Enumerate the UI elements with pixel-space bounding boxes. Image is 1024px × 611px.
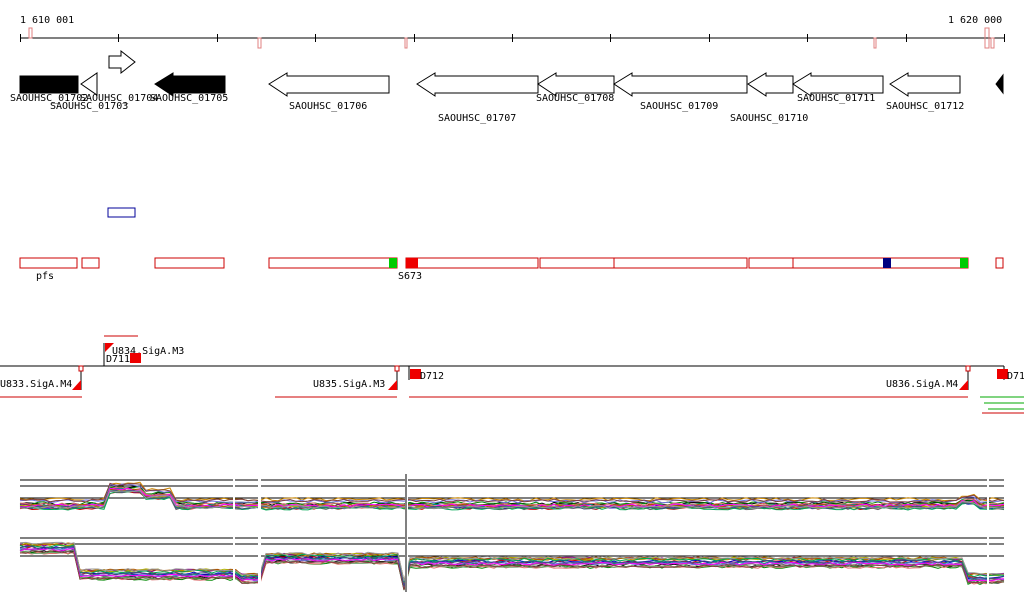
terminator-label-d71: D71 xyxy=(1007,371,1024,382)
gene-label-01703: SAOUHSC_01703 xyxy=(50,101,128,112)
gene-label-01707: SAOUHSC_01707 xyxy=(438,113,516,124)
gene-label-01708: SAOUHSC_01708 xyxy=(536,93,614,104)
promoter-track[interactable]: U834.SigA.M3 D711 U833.SigA.M4 U835.SigA… xyxy=(0,335,1024,414)
terminator-label-d711: D711 xyxy=(106,354,130,365)
expression-line xyxy=(19,483,1005,504)
terminator-label-d712: D712 xyxy=(420,371,444,382)
expression-track-reverse[interactable] xyxy=(19,537,1005,591)
gene-label-01706: SAOUHSC_01706 xyxy=(289,101,367,112)
gene-label-01710: SAOUHSC_01710 xyxy=(730,113,808,124)
gene-arrow-01704[interactable] xyxy=(108,49,136,75)
gene-arrow-01702[interactable] xyxy=(19,75,79,94)
ruler-ticks xyxy=(20,34,1005,42)
expression-line xyxy=(19,490,1005,511)
region-box[interactable] xyxy=(539,257,615,269)
promoter-label-u833: U833.SigA.M4 xyxy=(0,379,72,390)
gene-label-01712: SAOUHSC_01712 xyxy=(886,101,964,112)
region-box[interactable] xyxy=(995,257,1004,269)
gene-arrow-01709[interactable] xyxy=(613,72,748,97)
gene-arrow-01710[interactable] xyxy=(747,72,794,97)
navy-mark xyxy=(883,258,891,268)
expression-line xyxy=(19,547,1005,587)
gene-arrow-01712[interactable] xyxy=(889,72,961,97)
promoter-label-u836: U836.SigA.M4 xyxy=(886,379,958,390)
ruler-gap-marks xyxy=(28,27,995,49)
gene-arrow-01707[interactable] xyxy=(416,72,539,97)
feature-box[interactable] xyxy=(107,207,136,218)
expression-line xyxy=(19,541,1005,582)
gene-arrow-01711[interactable] xyxy=(792,72,884,97)
gene-arrow-01705[interactable] xyxy=(154,72,226,97)
region-label-s673: S673 xyxy=(398,271,422,282)
promoter-label-u834: U834.SigA.M3 xyxy=(112,346,184,357)
green-mark xyxy=(960,258,968,268)
ruler-end-label: 1 620 000 xyxy=(948,15,1002,26)
expression-line xyxy=(19,550,1005,591)
gene-arrow-01703[interactable] xyxy=(80,72,98,96)
promoter-mark[interactable] xyxy=(105,343,114,352)
terminator-mark[interactable] xyxy=(410,369,421,379)
ruler-start-label: 1 610 001 xyxy=(20,15,74,26)
region-box[interactable] xyxy=(81,257,100,269)
region-label-pfs: pfs xyxy=(36,271,54,282)
gene-arrow-01706[interactable] xyxy=(268,72,390,97)
promoter-mark[interactable] xyxy=(959,380,968,390)
coordinate-ruler: 1 610 001 1 620 000 xyxy=(20,15,1005,49)
region-box[interactable] xyxy=(154,257,225,269)
expression-line xyxy=(19,544,1005,583)
region-box[interactable] xyxy=(405,257,539,269)
region-box[interactable] xyxy=(792,257,969,269)
expression-line xyxy=(19,486,1005,506)
region-box[interactable] xyxy=(268,257,398,269)
expression-line xyxy=(19,542,1005,581)
promoter-mark[interactable] xyxy=(72,380,81,390)
gene-track[interactable]: SAOUHSC_01702 SAOUHSC_01703 SAOUHSC_0170… xyxy=(10,49,1004,124)
expression-line xyxy=(19,482,1005,503)
green-mark xyxy=(389,258,397,268)
promoter-label-u835: U835.SigA.M3 xyxy=(313,379,385,390)
gene-label-01702: SAOUHSC_01702 xyxy=(10,93,88,104)
promoter-mark[interactable] xyxy=(388,380,397,390)
region-track[interactable] xyxy=(19,257,1004,269)
expression-line xyxy=(19,490,1005,510)
expression-gaps xyxy=(233,474,989,592)
expression-line xyxy=(20,550,1005,590)
red-mark xyxy=(406,258,418,268)
gene-label-01705: SAOUHSC_01705 xyxy=(150,93,228,104)
terminator-mark[interactable] xyxy=(130,353,141,363)
gene-label-01704: SAOUHSC_01704 xyxy=(80,93,158,104)
expression-line xyxy=(19,545,1005,587)
region-box[interactable] xyxy=(613,257,748,269)
gene-label-01709: SAOUHSC_01709 xyxy=(640,101,718,112)
expression-track-forward[interactable] xyxy=(19,479,1005,511)
gene-arrow-partial[interactable] xyxy=(995,73,1004,95)
region-box[interactable] xyxy=(748,257,794,269)
region-box[interactable] xyxy=(19,257,78,269)
terminator-mark[interactable] xyxy=(997,369,1008,379)
gene-label-01711: SAOUHSC_01711 xyxy=(797,93,875,104)
